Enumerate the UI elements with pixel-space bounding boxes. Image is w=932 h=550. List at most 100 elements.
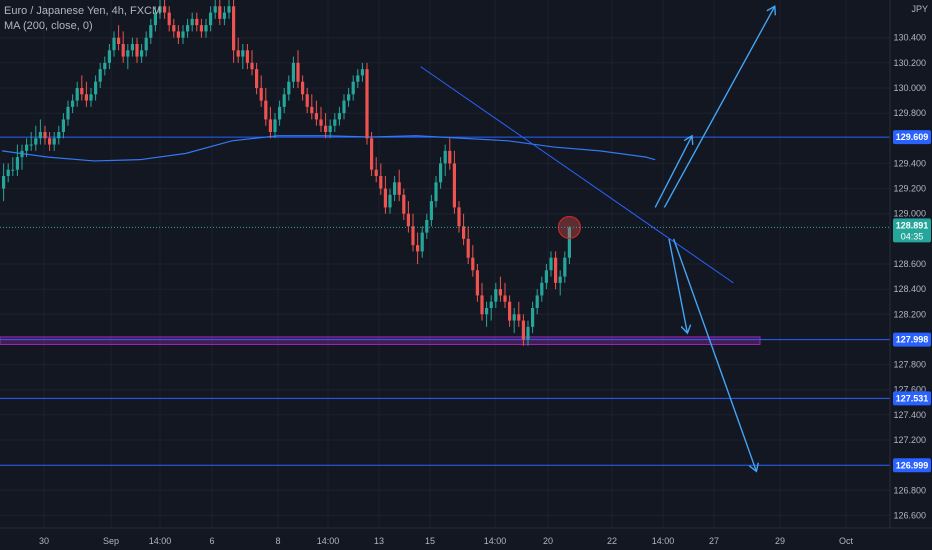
candle-body bbox=[342, 100, 346, 114]
trendline bbox=[420, 66, 734, 284]
candle-body bbox=[195, 18, 199, 26]
symbol-title[interactable]: Euro / Japanese Yen, 4h, FXCM bbox=[4, 5, 162, 17]
candle-body bbox=[521, 320, 525, 340]
candle-body bbox=[540, 282, 544, 296]
candle-body bbox=[517, 314, 521, 321]
candle-body bbox=[439, 163, 443, 183]
level-badge-label: 127.998 bbox=[896, 335, 929, 345]
candle-body bbox=[305, 94, 309, 107]
candle-body bbox=[393, 182, 397, 195]
time-tick-label: 6 bbox=[209, 536, 214, 546]
level-badge-label: 129.609 bbox=[896, 132, 929, 142]
candle-body bbox=[264, 100, 268, 120]
price-tick-label: 129.800 bbox=[893, 108, 926, 118]
price-tick-label: 130.400 bbox=[893, 33, 926, 43]
candle-body bbox=[268, 119, 272, 132]
price-tick-label: 127.800 bbox=[893, 360, 926, 370]
candle-body bbox=[126, 50, 130, 57]
indicator-label[interactable]: MA (200, close, 0) bbox=[4, 20, 93, 32]
time-tick-label: 22 bbox=[607, 536, 617, 546]
candle-body bbox=[337, 113, 341, 120]
candle-body bbox=[503, 295, 507, 302]
candle-body bbox=[434, 182, 438, 202]
candle-body bbox=[199, 25, 203, 32]
candle-body bbox=[457, 207, 461, 227]
time-tick-label: 14:00 bbox=[317, 536, 340, 546]
candle-body bbox=[429, 201, 433, 220]
candle-body bbox=[425, 220, 429, 233]
candle-body bbox=[48, 138, 52, 145]
candle-body bbox=[57, 132, 61, 139]
currency-label: JPY bbox=[911, 4, 928, 14]
candle-body bbox=[287, 81, 291, 95]
candle-body bbox=[314, 113, 318, 120]
time-tick-label: 15 bbox=[425, 536, 435, 546]
candle-body bbox=[416, 245, 420, 252]
candle-body bbox=[112, 37, 116, 51]
candle-body bbox=[397, 182, 401, 195]
candle-body bbox=[172, 25, 176, 32]
time-tick-label: 13 bbox=[374, 536, 384, 546]
candle-body bbox=[167, 12, 171, 26]
price-tick-label: 129.400 bbox=[893, 158, 926, 168]
level-badge bbox=[893, 332, 931, 347]
level-badge-label: 127.531 bbox=[896, 393, 929, 403]
candle-body bbox=[402, 194, 406, 214]
time-tick-label: 29 bbox=[775, 536, 785, 546]
time-tick-label: 14:00 bbox=[484, 536, 507, 546]
candle-body bbox=[535, 295, 539, 308]
drawings bbox=[420, 6, 775, 471]
candle-body bbox=[209, 12, 213, 26]
price-tick-label: 130.000 bbox=[893, 83, 926, 93]
time-tick-label: 14:00 bbox=[149, 536, 172, 546]
candle-body bbox=[526, 326, 530, 340]
level-badge bbox=[893, 391, 931, 406]
candle-body bbox=[448, 150, 452, 164]
candle-body bbox=[544, 270, 548, 283]
candle-body bbox=[227, 6, 231, 13]
price-tick-label: 127.400 bbox=[893, 410, 926, 420]
candle-body bbox=[140, 50, 144, 57]
price-tick-label: 126.800 bbox=[893, 485, 926, 495]
candle-body bbox=[508, 301, 512, 321]
projection-arrow bbox=[654, 136, 692, 208]
candle-body bbox=[84, 94, 88, 101]
candle-body bbox=[301, 81, 305, 95]
candle-body bbox=[365, 69, 369, 139]
candle-body bbox=[158, 6, 162, 13]
candle-body bbox=[563, 257, 567, 277]
candle-body bbox=[218, 6, 222, 19]
candle-body bbox=[356, 75, 360, 82]
candle-body bbox=[255, 69, 259, 88]
candle-body bbox=[310, 106, 314, 114]
grid bbox=[0, 0, 890, 528]
candle-body bbox=[333, 119, 337, 126]
candle-body bbox=[494, 289, 498, 302]
candle-body bbox=[328, 125, 332, 132]
horizontal-levels bbox=[0, 136, 890, 466]
candle-body bbox=[2, 176, 6, 189]
price-tick-label: 127.600 bbox=[893, 385, 926, 395]
candle-body bbox=[121, 44, 125, 57]
candle-body bbox=[360, 69, 364, 76]
candles bbox=[2, 0, 571, 346]
current-price-label: 128.891 bbox=[896, 220, 929, 230]
candle-body bbox=[558, 276, 562, 283]
candle-body bbox=[466, 238, 470, 258]
candle-body bbox=[250, 62, 254, 70]
candle-body bbox=[462, 226, 466, 239]
candle-body bbox=[80, 88, 84, 95]
candle-body bbox=[71, 100, 75, 107]
candle-body bbox=[52, 138, 56, 145]
time-tick-label: 20 bbox=[543, 536, 553, 546]
candle-body bbox=[489, 301, 493, 308]
candle-body bbox=[282, 94, 286, 107]
candle-body bbox=[176, 31, 180, 38]
candle-body bbox=[135, 44, 139, 57]
price-tick-label: 129.200 bbox=[893, 184, 926, 194]
candle-body bbox=[181, 31, 185, 38]
projection-arrow bbox=[668, 238, 687, 333]
